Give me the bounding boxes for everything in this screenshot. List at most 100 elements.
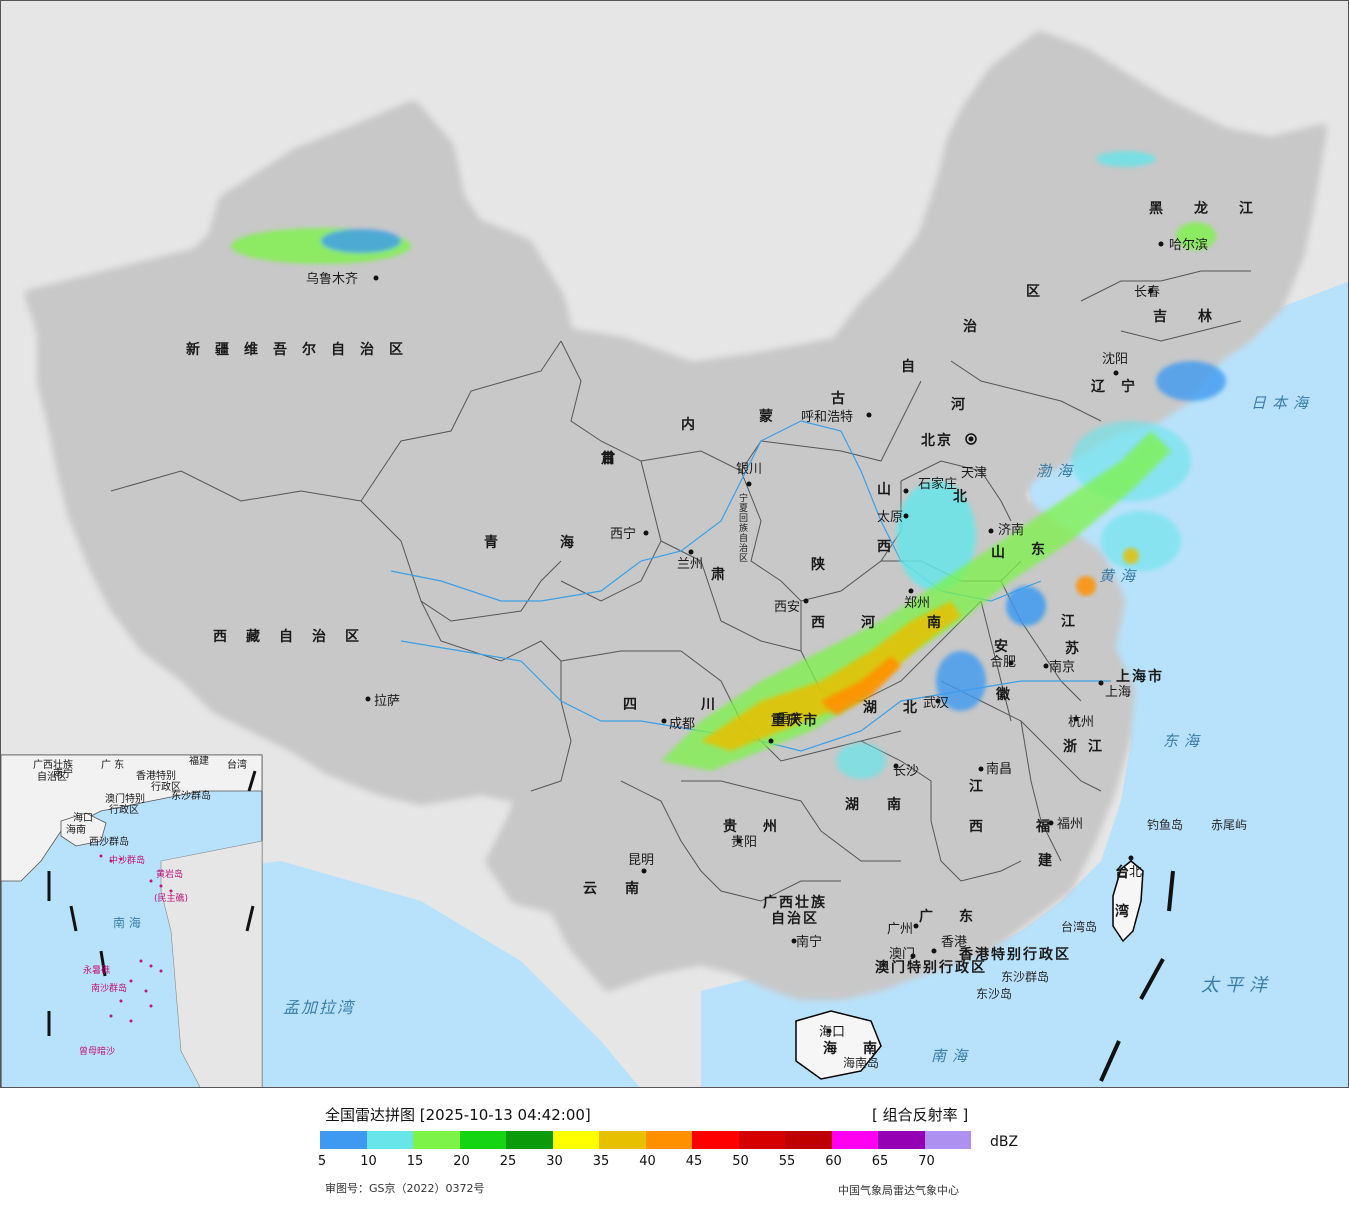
city-label: 拉萨 [374, 694, 400, 709]
city-label: 长春 [1134, 285, 1160, 300]
inset-label-nanning: 南宁 [53, 767, 73, 780]
city-label: 西宁 [610, 526, 636, 542]
city-dot [903, 513, 909, 519]
legend-swatch [831, 1131, 878, 1149]
province-label-ningxia: 宁 [739, 492, 748, 504]
province-label-xinjiang: 治 [360, 341, 376, 358]
province-label-xizang: 治 [312, 628, 328, 645]
inset-label-fujian: 福建 [189, 754, 209, 767]
province-label-ningxia: 族 [739, 522, 748, 534]
province-label-ningxia: 治 [739, 542, 748, 554]
province-label-qinghai: 海 [560, 534, 576, 551]
city-dot [1098, 680, 1104, 686]
city-label: 合肥 [990, 655, 1016, 670]
province-label-hebei: 河 [951, 396, 967, 413]
city-label: 银川 [736, 462, 762, 477]
city-dot [1043, 663, 1049, 669]
legend-swatch [366, 1131, 413, 1149]
city-dot [893, 763, 899, 769]
radar-echoes [231, 151, 1226, 779]
province-label-gansu: 甘 [601, 450, 617, 467]
province-label-guizhou: 州 [762, 819, 779, 835]
sea-label-pacific: 太平洋 [1201, 975, 1273, 996]
inset-label-hainan: 海南 [66, 823, 86, 836]
province-label-xizang: 西 [213, 629, 229, 645]
island-label-taiwan: 台湾岛 [1061, 919, 1097, 934]
province-label-guizhou: 贵 [723, 818, 739, 835]
legend-tick-label: 20 [453, 1154, 470, 1169]
inset-label-nansha: 南沙群岛 [91, 982, 127, 994]
island-label-hainan: 海南岛 [843, 1055, 879, 1070]
city-dot [643, 530, 649, 536]
legend-swatch [552, 1131, 599, 1149]
city-dot [1113, 370, 1119, 376]
city-dot [1148, 288, 1154, 294]
city-dot [1128, 855, 1134, 861]
province-label-guangxi: 广西壮族 [763, 894, 827, 911]
city-label: 海口 [819, 1025, 845, 1040]
legend-swatch [320, 1131, 367, 1149]
province-label-hunan: 湖 [845, 797, 861, 813]
city-dot [803, 598, 809, 604]
city-label: 广州 [887, 922, 913, 937]
province-label-hunan: 南 [887, 796, 903, 813]
province-label-guangdong: 广 [919, 908, 935, 925]
south-china-sea-inset [1, 754, 263, 1087]
province-label-heilongjiang: 龙 [1193, 200, 1210, 217]
legend-tick-label: 5 [317, 1154, 327, 1169]
city-label: 南京 [1049, 659, 1075, 675]
city-label: 郑州 [904, 596, 930, 611]
municipality-label-chongqing: 重庆市 [771, 712, 819, 729]
inset-label-hk_region2: 行政区 [151, 780, 181, 793]
legend-tick-label: 10 [360, 1154, 377, 1169]
legend-swatch [924, 1131, 971, 1149]
city-label: 太原 [877, 510, 903, 525]
city-dot [866, 412, 872, 418]
province-label-jiangsu: 苏 [1065, 640, 1081, 657]
city-dot [935, 698, 941, 704]
legend-swatch [506, 1131, 553, 1149]
nine-dash-segments [1099, 870, 1175, 1082]
municipality-label-beijing: 北京 [921, 432, 953, 449]
province-label-neimenggu: 蒙 [759, 408, 775, 425]
province-label-henan: 河 [861, 614, 877, 631]
legend-swatch [599, 1131, 646, 1149]
province-label-jilin: 林 [1198, 308, 1214, 325]
city-dot [791, 938, 797, 944]
city-label: 香港 [941, 935, 967, 950]
legend-tick-label: 25 [499, 1154, 517, 1169]
province-label-hubei: 北 [903, 700, 919, 716]
city-dot [746, 481, 752, 487]
city-label: 贵阳 [731, 835, 757, 850]
legend-swatch [738, 1131, 785, 1149]
city-label: 长沙 [893, 764, 919, 779]
inset-label-sea: 南 海 [113, 915, 141, 930]
city-label: 福州 [1057, 817, 1083, 832]
province-label-xizang: 自 [279, 628, 295, 645]
province-label-jilin: 吉 [1153, 308, 1169, 325]
inset-label-guangdong: 广 东 [101, 758, 124, 771]
province-label-heilongjiang: 黑 [1149, 201, 1165, 217]
province-label-gansu: 肃 [601, 450, 617, 467]
province-label-liaoning: 宁 [1121, 378, 1137, 395]
legend-tick-label: 15 [406, 1154, 424, 1169]
province-label-neimenggu: 治 [963, 318, 979, 335]
legend-tick-label: 40 [639, 1154, 656, 1169]
province-label-jiangxi: 西 [969, 819, 985, 835]
inset-label-xisha: 西沙群岛 [89, 835, 129, 848]
city-dot [1158, 241, 1164, 247]
sea-label-south: 南海 [931, 1047, 973, 1065]
ocean-east [701, 281, 1348, 1087]
city-label: 台北 [1116, 865, 1142, 880]
province-label-yunnan: 南 [625, 880, 641, 897]
legend-swatch [645, 1131, 692, 1149]
city-dot [768, 738, 774, 744]
province-label-heilongjiang: 江 [1239, 200, 1255, 217]
legend-tick-label: 60 [825, 1154, 842, 1169]
province-label-neimenggu: 区 [1026, 284, 1042, 300]
map-labels: 新疆维吾尔自治区西藏自治区青 海甘肃甘肃内 蒙古自治区黑龙江吉 林辽 宁河北山西山东河南… [33, 200, 1308, 1070]
city-label: 澳门 [889, 946, 915, 962]
legend-unit: dBZ [990, 1134, 1019, 1150]
